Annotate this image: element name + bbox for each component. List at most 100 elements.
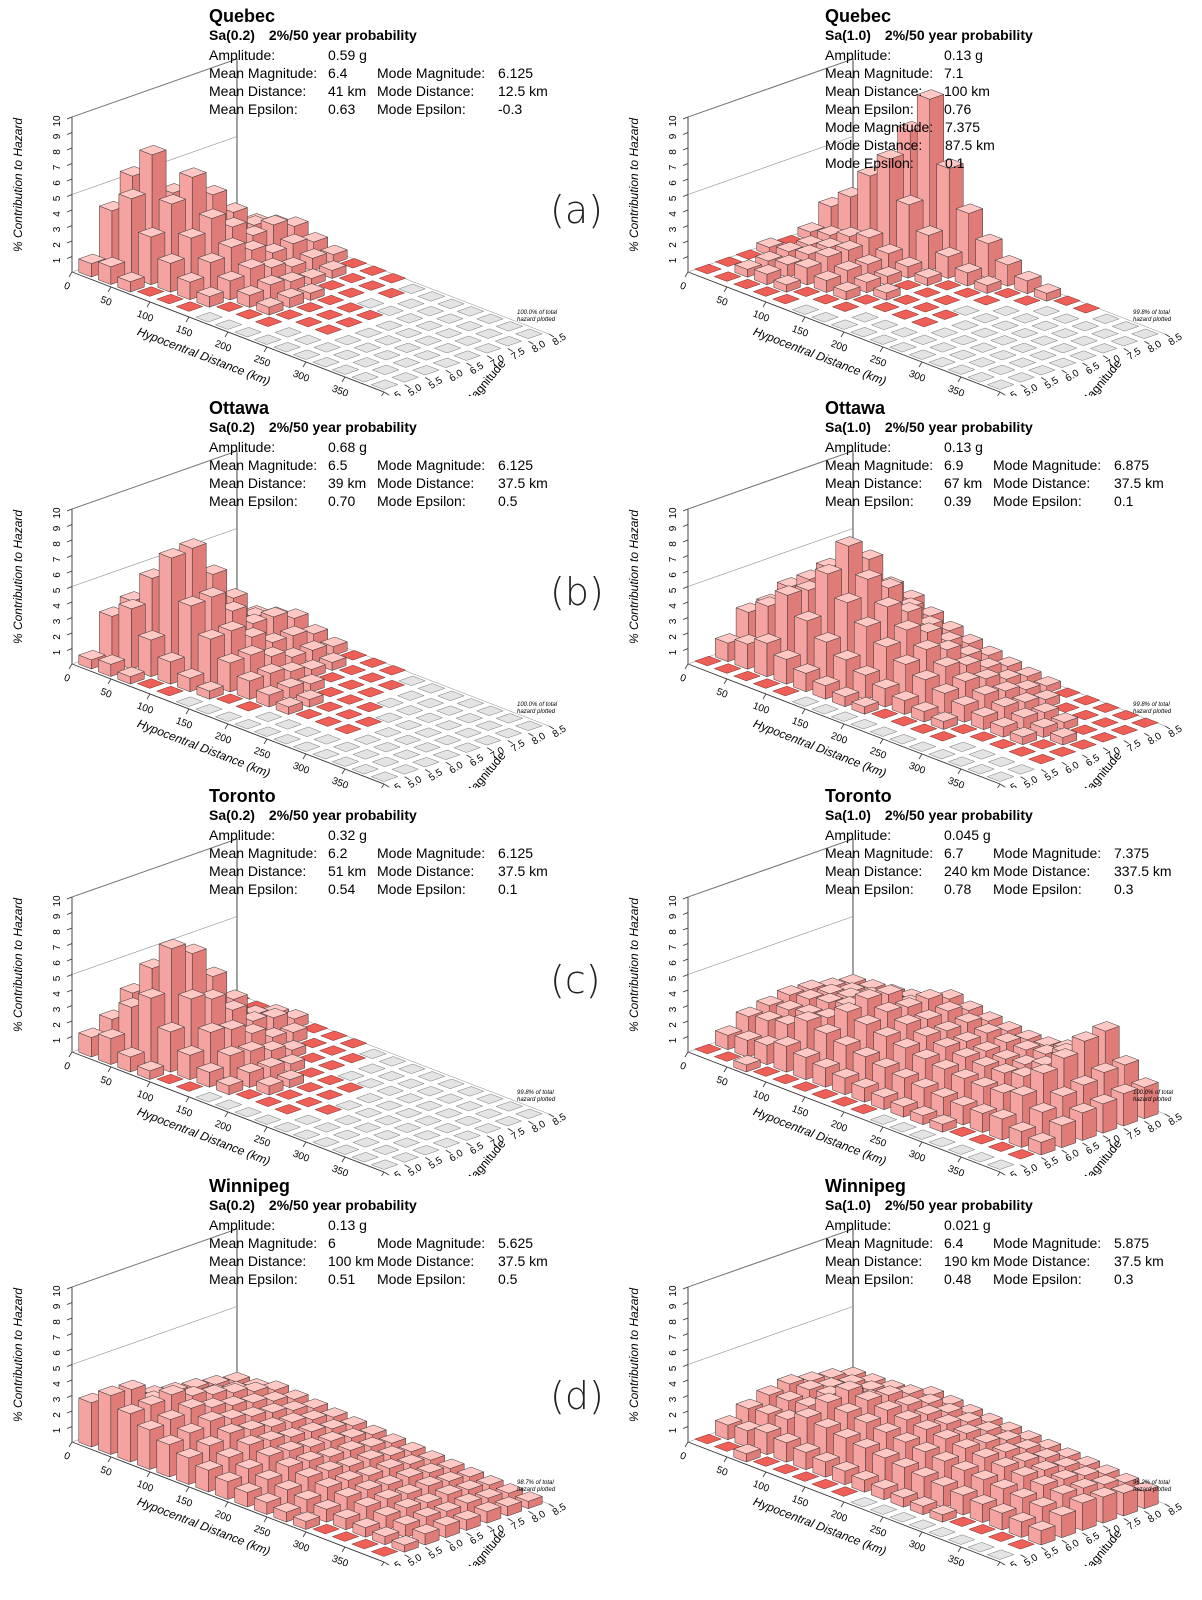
bar-top bbox=[955, 203, 984, 214]
small-bar bbox=[891, 309, 920, 320]
bar-top bbox=[136, 1420, 165, 1431]
empty-cell bbox=[175, 696, 204, 707]
bar-top bbox=[315, 1460, 344, 1472]
bar-top bbox=[894, 602, 923, 613]
bar-top bbox=[432, 1515, 461, 1526]
x-tick-mark bbox=[879, 1126, 884, 1133]
bar-top bbox=[217, 1409, 246, 1420]
stat-label: Mean Epsilon: bbox=[825, 881, 914, 897]
empty-cell bbox=[889, 734, 918, 745]
stat-value: 39 km bbox=[328, 475, 367, 491]
bar-front bbox=[773, 1041, 787, 1073]
stats-row: Mean Epsilon: 0.76 bbox=[825, 100, 1202, 118]
bar-top bbox=[891, 1457, 920, 1468]
total-note-line2: hazard plotted bbox=[517, 709, 556, 715]
bar-top bbox=[775, 1000, 804, 1011]
empty-cell bbox=[495, 321, 524, 332]
bar-top bbox=[319, 1407, 348, 1418]
y-tick-label: 4 bbox=[52, 603, 63, 609]
total-note-line2: hazard plotted bbox=[1133, 1487, 1172, 1493]
x-tick-mark bbox=[263, 1126, 268, 1133]
empty-cell bbox=[1008, 357, 1037, 368]
bar-top bbox=[157, 253, 186, 264]
empty-cell bbox=[454, 1115, 483, 1126]
m-tick-label: 7.5 bbox=[510, 738, 528, 755]
x-tick-mark bbox=[381, 1561, 385, 1566]
bar-top bbox=[890, 1487, 919, 1499]
stat-value: 87.5 km bbox=[945, 137, 995, 153]
bar-top bbox=[933, 640, 962, 651]
x-tick-mark bbox=[302, 1531, 307, 1538]
wall-gridline bbox=[71, 58, 238, 118]
empty-cell bbox=[474, 1108, 503, 1119]
chart-panel: 100.0% of total hazard plotted 1 2 3 4 5 6 7 8 9 10… bbox=[0, 0, 601, 396]
stat-value: 0.13 g bbox=[328, 1217, 367, 1233]
y-tick-label: 4 bbox=[668, 1381, 679, 1387]
small-bar bbox=[339, 1038, 368, 1049]
bar-top bbox=[196, 681, 225, 692]
m-tick-mark bbox=[548, 1113, 555, 1118]
small-bar bbox=[811, 1478, 840, 1490]
hazard-info: Ottawa Sa(1.0) 2%/50 year probability Ampli… bbox=[825, 398, 1202, 510]
bar-top bbox=[953, 1031, 982, 1042]
stats-row: Mean Distance: 240 km Mode Distance: 337.5 … bbox=[825, 862, 1202, 880]
empty-cell bbox=[273, 342, 302, 353]
bar bbox=[1050, 712, 1079, 731]
stat-label: Mean Distance: bbox=[209, 863, 307, 879]
x-tick-mark bbox=[107, 1456, 112, 1463]
bar-top bbox=[238, 627, 267, 638]
stats-row: Mode Magnitude: 7.375 bbox=[825, 118, 1202, 136]
m-tick-mark bbox=[1020, 1554, 1026, 1559]
m-tick-mark bbox=[383, 1171, 390, 1176]
bar-top bbox=[395, 1467, 424, 1478]
bar bbox=[276, 1069, 305, 1089]
bar-top bbox=[954, 1012, 983, 1023]
bar-top bbox=[1033, 283, 1062, 294]
bar-top bbox=[219, 1000, 248, 1011]
bar-top bbox=[991, 1063, 1020, 1074]
y-tick-mark bbox=[682, 539, 689, 543]
bar-top bbox=[993, 1032, 1022, 1043]
small-bar bbox=[733, 670, 762, 682]
bar-top bbox=[1052, 1447, 1081, 1458]
bar-top bbox=[196, 286, 225, 297]
bar-top bbox=[812, 675, 841, 686]
small-bar bbox=[1007, 1539, 1036, 1550]
small-bar bbox=[772, 293, 801, 305]
bar-top bbox=[875, 578, 904, 589]
empty-cell bbox=[415, 1100, 444, 1111]
probability-level: 2%/50 year probability bbox=[268, 27, 417, 43]
empty-cell bbox=[850, 719, 879, 730]
x-tick-mark bbox=[263, 1516, 268, 1523]
x-tick-mark bbox=[185, 708, 190, 715]
bar-top bbox=[755, 237, 784, 248]
bar-top bbox=[911, 1441, 940, 1453]
bar-top bbox=[199, 966, 228, 977]
bar-top bbox=[855, 227, 884, 239]
y-tick-mark bbox=[66, 1379, 73, 1383]
bar-top bbox=[813, 632, 842, 643]
empty-cell bbox=[1048, 357, 1077, 368]
small-bar bbox=[870, 708, 899, 719]
stat-value: 12.5 km bbox=[498, 83, 548, 99]
bar-top bbox=[260, 1391, 289, 1402]
bar-top bbox=[994, 255, 1023, 266]
bar-top bbox=[1030, 1063, 1059, 1074]
bar-top bbox=[273, 1502, 302, 1513]
bar-top bbox=[1090, 1474, 1119, 1485]
m-tick-label: 4.5 bbox=[386, 389, 404, 396]
spectral-measure: Sa(1.0) bbox=[825, 1197, 871, 1213]
empty-cell bbox=[234, 327, 263, 338]
empty-cell bbox=[495, 713, 524, 724]
empty-cell bbox=[391, 764, 420, 775]
bar-top bbox=[274, 1479, 303, 1491]
x-tick-label: 300 bbox=[907, 761, 927, 777]
m-tick-mark bbox=[404, 384, 410, 389]
small-bar bbox=[331, 1531, 360, 1542]
m-tick-mark bbox=[507, 740, 513, 744]
chart-subtitle: Sa(1.0) 2%/50 year probability bbox=[825, 26, 1202, 44]
y-tick-mark bbox=[66, 1302, 73, 1305]
bar-top bbox=[949, 1485, 978, 1496]
bar-top bbox=[1012, 679, 1041, 691]
